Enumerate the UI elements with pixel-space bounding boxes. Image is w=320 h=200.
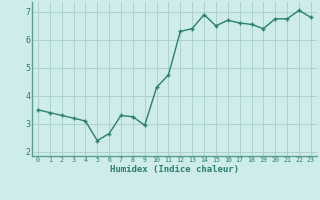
- X-axis label: Humidex (Indice chaleur): Humidex (Indice chaleur): [110, 165, 239, 174]
